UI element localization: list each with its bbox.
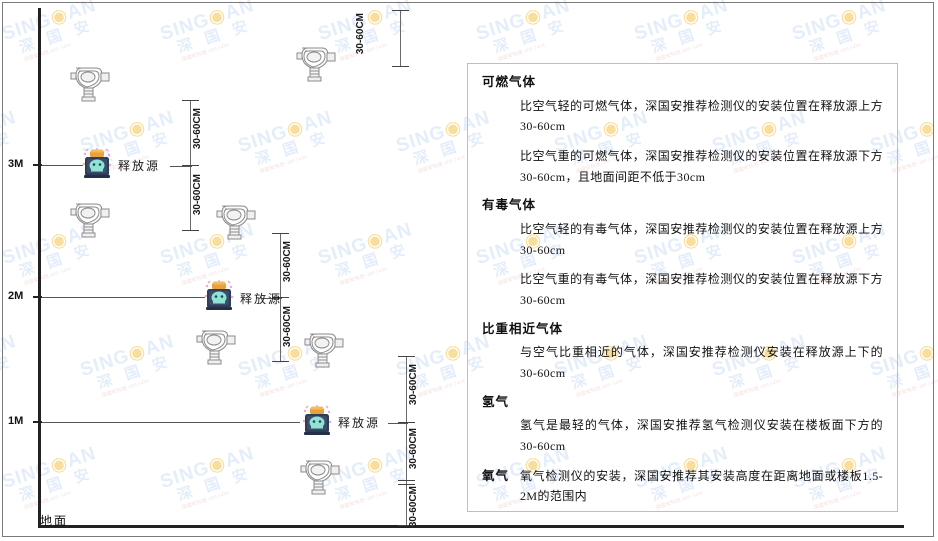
dimension-tick-b-top — [182, 100, 199, 101]
release-source-1m — [300, 405, 334, 437]
dimension-tick-d-1 — [398, 422, 415, 423]
ground-label: 地面 — [40, 514, 69, 528]
dimension-tick-a-top — [392, 10, 409, 11]
installation-guidelines-panel: 可燃气体比空气轻的可燃气体，深国安推荐检测仪的安装位置在释放源上方30-60cm… — [467, 63, 898, 512]
dimension-line-a — [400, 10, 401, 66]
gas-detector-5 — [192, 325, 238, 365]
ground-axis — [38, 525, 904, 528]
dimension-label-b-upper: 30-60CM — [192, 108, 203, 150]
section-heading-hydrogen: 氢气 — [482, 394, 510, 409]
level-label-3m: 3M — [8, 158, 24, 170]
dimension-label-c-upper: 30-60CM — [282, 241, 293, 283]
section-paragraph-toxic-gas-0: 比空气轻的有毒气体，深国安推荐检测仪的安装位置在释放源上方30-60cm — [520, 222, 883, 257]
section-heading-flammable-gas: 可燃气体 — [482, 75, 537, 89]
release-source-3m — [80, 148, 114, 180]
level-line-3m — [41, 165, 83, 166]
level-tick-1m — [33, 421, 42, 423]
dimension-tick-d-2b — [398, 484, 415, 485]
gas-detector-3 — [66, 198, 112, 238]
section-paragraph-hydrogen-0: 氢气是最轻的气体，深国安推荐氢气检测仪安装在楼板面下方的30-60cm — [520, 418, 883, 453]
dimension-tick-b-bottom — [182, 230, 199, 231]
dimension-tick-d-top — [398, 356, 415, 357]
section-paragraph: 氧气检测仪的安装，深国安推荐其安装高度在距离地面或楼板1.5-2M的范围内 — [520, 468, 883, 504]
level-label-2m: 2M — [8, 290, 24, 302]
level-line-1m — [41, 422, 300, 423]
release-source-label-2m: 释放源 — [240, 292, 283, 306]
level-tick-2m — [33, 296, 42, 298]
vertical-axis — [38, 8, 41, 525]
dimension-tick-b-mid — [182, 165, 199, 166]
dimension-tick-a-bottom — [392, 66, 409, 67]
release-source-label-3m: 释放源 — [118, 159, 161, 173]
section-heading: 氧气 — [482, 468, 510, 483]
release-source-label-1m: 释放源 — [338, 416, 381, 430]
level-label-1m: 1M — [8, 415, 24, 427]
section-paragraph-flammable-gas-1: 比空气重的可燃气体，深国安推荐检测仪的安装位置在释放源下方30-60cm，且地面… — [520, 149, 883, 184]
gas-detector-1 — [66, 62, 112, 102]
dimension-label-b-lower: 30-60CM — [192, 174, 203, 216]
gas-detector-7 — [296, 455, 342, 495]
gas-detector-4 — [212, 200, 258, 240]
section-paragraph-flammable-gas-0: 比空气轻的可燃气体，深国安推荐检测仪的安装位置在释放源上方30-60cm — [520, 98, 883, 134]
level-line-2m — [41, 297, 205, 298]
dimension-label-d-3: 30-60CM — [408, 486, 419, 528]
dimension-label-d-2: 30-60CM — [408, 428, 419, 470]
dimension-label-a: 30-60CM — [355, 13, 366, 55]
dimension-tick-c-bottom — [272, 361, 289, 362]
gas-detector-2 — [292, 42, 338, 82]
connector-1m — [388, 423, 408, 424]
section-heading-toxic-gas: 有毒气体 — [482, 198, 537, 213]
connector-2m — [262, 298, 282, 299]
dimension-label-d-1: 30-60CM — [408, 364, 419, 406]
gas-detector-6 — [300, 328, 346, 368]
dimension-tick-c-mid — [272, 297, 289, 298]
dimension-line-d — [406, 356, 407, 525]
section-paragraph-similar-density-gas-0: 与空气比重相近的气体，深国安推荐检测仪安装在释放源上下的30-60cm — [520, 345, 883, 380]
dimension-tick-d-bottom — [398, 525, 415, 526]
dimension-label-c-lower: 30-60CM — [282, 306, 293, 348]
level-tick-3m — [33, 164, 42, 166]
connector-3m — [170, 166, 192, 167]
release-source-2m — [202, 280, 236, 312]
dimension-tick-d-2 — [398, 480, 415, 481]
section-paragraph-toxic-gas-1: 比空气重的有毒气体，深国安推荐检测仪的安装位置在释放源下方30-60cm — [520, 272, 883, 307]
section-oxygen: 氧气 氧气检测仪的安装，深国安推荐其安装高度在距离地面或楼板1.5-2M的范围内 — [482, 466, 883, 507]
dimension-tick-c-top — [272, 233, 289, 234]
section-heading-similar-density-gas: 比重相近气体 — [482, 321, 564, 336]
